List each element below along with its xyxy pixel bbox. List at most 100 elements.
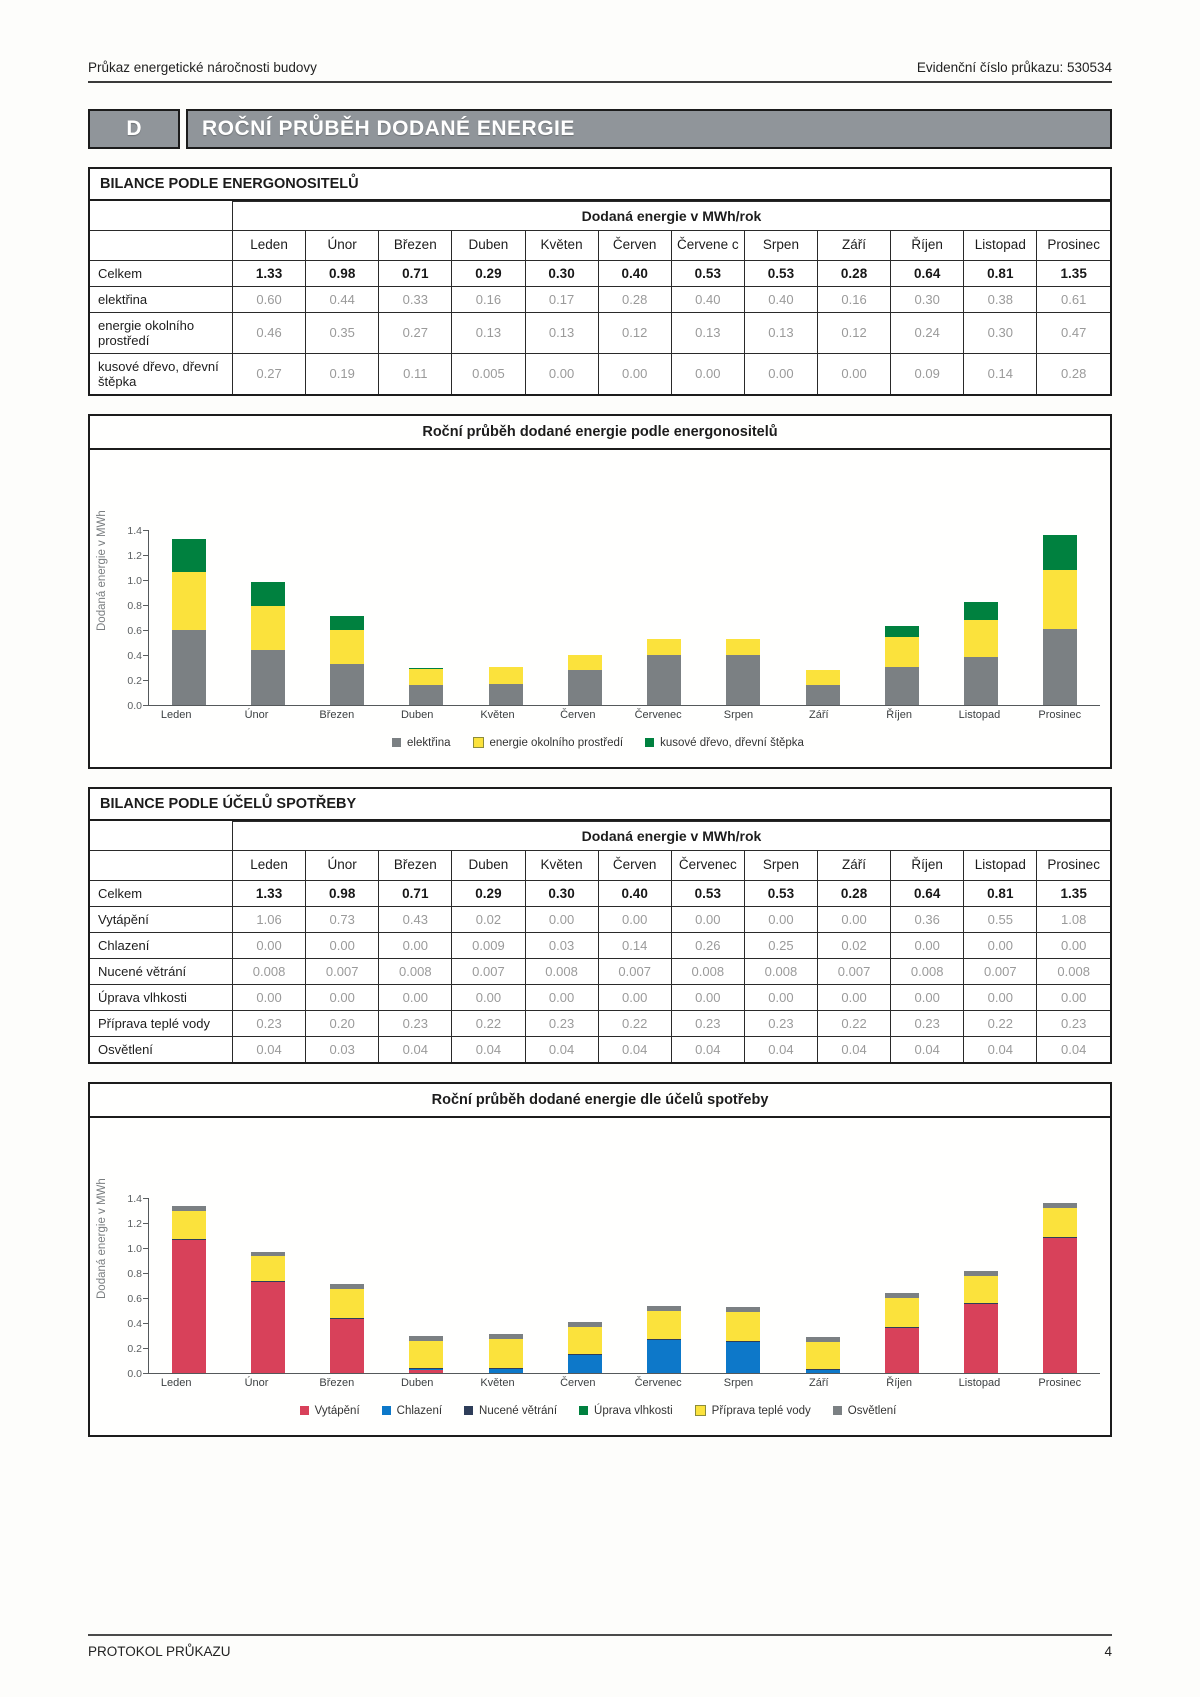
bar-segment (647, 1310, 682, 1340)
bar-segment (171, 1210, 206, 1240)
y-tick-mark (143, 1297, 148, 1299)
bar-segment (567, 654, 602, 670)
y-tick-mark (143, 1197, 148, 1199)
value-cell: 0.28 (816, 879, 892, 907)
value-cell: 0.13 (743, 311, 819, 354)
month-header: Leden (231, 230, 307, 261)
bar-segment (1043, 1236, 1078, 1238)
value-cell: 0.00 (743, 352, 819, 394)
value-cell: 0.23 (743, 1009, 819, 1037)
value-cell: 0.22 (451, 1009, 526, 1037)
legend-label: Vytápění (314, 1404, 360, 1417)
table-row: Osvětlení 0.04 0.03 0.04 0.04 0.04 0.04 0.04 0.0… (90, 1035, 1110, 1062)
bar-segment (488, 1368, 523, 1369)
y-tick-label: 1.4 (127, 1192, 142, 1205)
table-corner-cell (90, 821, 233, 851)
legend-swatch-icon (694, 1405, 706, 1417)
y-tick-mark (143, 1347, 148, 1349)
x-tick-label: Duben (400, 708, 434, 721)
value-cell: 0.00 (963, 983, 1038, 1011)
value-cell: 0.04 (597, 1035, 672, 1062)
table-row: energie okolního prostředí 0.46 0.35 0.27 0.… (90, 311, 1110, 354)
bar-slot (228, 530, 307, 705)
bar-slot (862, 530, 941, 705)
bar-segment (884, 637, 919, 668)
value-cell: 0.11 (378, 352, 453, 394)
section-title: ROČNÍ PRŮBĚH DODANÉ ENERGIE (186, 109, 1112, 149)
value-cell: 0.00 (816, 983, 892, 1011)
value-cell: 0.00 (890, 931, 965, 959)
value-cell: 0.007 (963, 957, 1038, 985)
bar-segment (964, 602, 999, 620)
value-cell: 0.00 (816, 905, 892, 933)
value-cell: 0.16 (451, 285, 526, 313)
value-cell: 0.33 (378, 285, 453, 313)
x-tick-label: Prosinec (1038, 1376, 1082, 1389)
legend-label: Nucené větrání (479, 1404, 558, 1417)
value-cell: 0.00 (743, 905, 819, 933)
y-tick-label: 1.0 (127, 1242, 142, 1255)
legend-item: Osvětlení (832, 1404, 897, 1417)
bar-segment (805, 1369, 840, 1371)
bar-segment (805, 1341, 840, 1370)
value-cell: 0.13 (451, 311, 526, 354)
y-tick-mark (143, 529, 148, 531)
bar-segment (567, 1354, 602, 1356)
y-axis-label: Dodaná energie v MWh (96, 1178, 108, 1300)
y-tick-mark (143, 654, 148, 656)
x-tick-label: Srpen (723, 1376, 754, 1389)
value-cell: 0.009 (451, 931, 526, 959)
bar-segment (567, 1326, 602, 1355)
value-cell: 0.00 (963, 931, 1038, 959)
row-label: Chlazení (90, 931, 233, 959)
bar-segment (964, 1275, 999, 1303)
bar-slot (783, 1198, 862, 1373)
value-cell: 0.40 (743, 285, 819, 313)
bar-segment (488, 1339, 523, 1368)
value-cell: 0.00 (451, 983, 526, 1011)
y-axis: 0.0 0.2 0.4 0.6 0.8 1.0 1.2 1.4 (108, 525, 148, 712)
value-cell: 0.23 (1036, 1009, 1110, 1037)
stacked-bar-Únor (250, 1251, 285, 1373)
value-cell: 0.26 (670, 931, 745, 959)
row-label: Celkem (90, 259, 233, 287)
bar-segment (1043, 1203, 1078, 1208)
y-tick-label: 1.2 (127, 549, 142, 562)
bar-segment (726, 1340, 761, 1342)
legend-label: Osvětlení (847, 1404, 897, 1417)
y-tick-label: 0.4 (127, 1317, 142, 1330)
document-title: Průkaz energetické náročnosti budovy (88, 60, 317, 75)
value-cell: 0.04 (524, 1035, 599, 1062)
value-cell: 0.24 (890, 311, 965, 354)
bar-segment (171, 538, 206, 573)
bar-slot (466, 530, 545, 705)
energy-carriers-table-title: BILANCE PODLE ENERGONOSITELŮ (90, 169, 1110, 201)
energy-carriers-table: Dodaná energie v MWh/rok Leden Únor Březen D… (90, 201, 1110, 394)
value-cell: 0.30 (890, 285, 965, 313)
bar-segment (1043, 1208, 1078, 1237)
bar-segment (1043, 569, 1078, 629)
y-tick-label: 0.0 (127, 1367, 142, 1380)
value-cell: 0.14 (597, 931, 672, 959)
y-tick-mark (143, 604, 148, 606)
bar-slot (308, 530, 387, 705)
x-tick-label: Únor (244, 708, 269, 721)
month-header: Srpen (743, 230, 819, 261)
legend-label: Příprava teplé vody (711, 1404, 811, 1417)
value-cell: 0.14 (963, 352, 1038, 394)
row-label: Osvětlení (90, 1035, 233, 1062)
value-cell: 0.46 (231, 311, 307, 354)
bar-segment (171, 1205, 206, 1211)
bar-segment (409, 667, 444, 669)
bar-slot (1021, 530, 1100, 705)
bar-slot (783, 530, 862, 705)
stacked-bar-Září (805, 669, 840, 705)
bar-segment (330, 629, 365, 664)
bar-segment (1043, 534, 1078, 570)
plot-area (148, 529, 1100, 706)
value-cell: 0.35 (305, 311, 380, 354)
bar-segment (409, 1369, 444, 1371)
value-cell: 0.30 (524, 879, 599, 907)
x-tick-label: Srpen (723, 708, 754, 721)
